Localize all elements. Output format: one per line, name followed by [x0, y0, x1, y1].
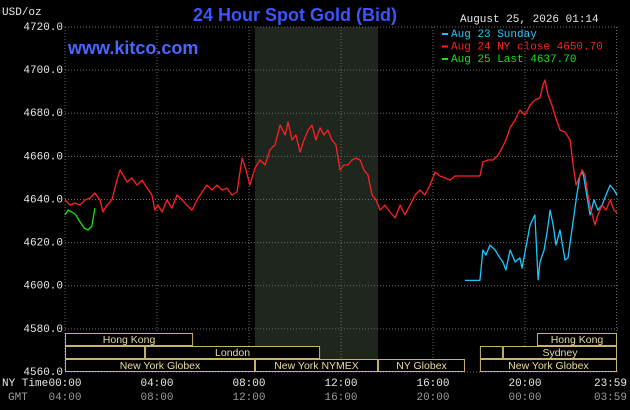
session-box	[254, 359, 379, 372]
session-label: New York Globex	[508, 360, 589, 372]
y-tick-label: 4640.0	[23, 194, 63, 206]
x-tick-label: 16:00	[416, 378, 449, 390]
session-box	[502, 346, 618, 359]
session-label: New York NYMEX	[274, 360, 359, 372]
session-label: Hong Kong	[551, 334, 604, 346]
legend-label: Aug 23 Sunday	[451, 29, 537, 41]
session-label: NY Globex	[396, 360, 447, 372]
legend-label: Aug 25 Last 4637.70	[451, 54, 576, 66]
session-box	[65, 333, 194, 346]
session-box	[65, 346, 146, 359]
x-tick-label: 20:00	[508, 378, 541, 390]
website: www.kitco.com	[67, 38, 198, 58]
x-tick-label: 04:00	[140, 378, 173, 390]
y-unit: USD/oz	[2, 7, 42, 19]
session-box	[378, 359, 465, 372]
y-tick-label: 4620.0	[23, 238, 63, 250]
y-tick-label: 4580.0	[23, 324, 63, 336]
y-tick-label: 4680.0	[23, 108, 63, 120]
x-tick-label: 00:00	[48, 378, 81, 390]
session-box	[479, 359, 618, 372]
session-label: New York Globex	[120, 360, 201, 372]
session-box	[65, 359, 255, 372]
session-label: Sydney	[542, 347, 578, 359]
session-box	[536, 333, 618, 346]
timestamp: August 25, 2026 01:14	[460, 14, 599, 26]
x2-tick-label: 08:00	[140, 392, 173, 404]
x-tick-label: 23:59	[594, 378, 627, 390]
x2-tick-label: 16:00	[324, 392, 357, 404]
x2-tick-label: 03:59	[594, 392, 627, 404]
session-box	[145, 346, 321, 359]
y-tick-label: 4560.0	[23, 367, 63, 379]
x2-tick-label: 00:00	[508, 392, 541, 404]
x2-tick-label: 12:00	[232, 392, 265, 404]
y-tick-label: 4660.0	[23, 151, 63, 163]
y-tick-label: 4720.0	[23, 22, 63, 34]
session-label: Hong Kong	[103, 334, 156, 346]
x2-tick-label: 20:00	[416, 392, 449, 404]
series-line	[64, 79, 618, 226]
session-box	[479, 346, 503, 359]
background-layer	[64, 26, 620, 373]
y-tick-label: 4600.0	[23, 281, 63, 293]
series-line	[465, 171, 618, 282]
x-axis2-label: GMT	[8, 392, 28, 404]
chart-title: 24 Hour Spot Gold (Bid)	[193, 5, 397, 25]
legend-label: Aug 24 NY close 4650.70	[451, 41, 603, 53]
y-tick-label: 4700.0	[23, 65, 63, 77]
x-axis-label: NY Time	[2, 378, 48, 390]
x-tick-label: 12:00	[324, 378, 357, 390]
series-line	[64, 207, 96, 231]
session-label: London	[215, 347, 250, 359]
x-tick-label: 08:00	[232, 378, 265, 390]
x2-tick-label: 04:00	[48, 392, 81, 404]
